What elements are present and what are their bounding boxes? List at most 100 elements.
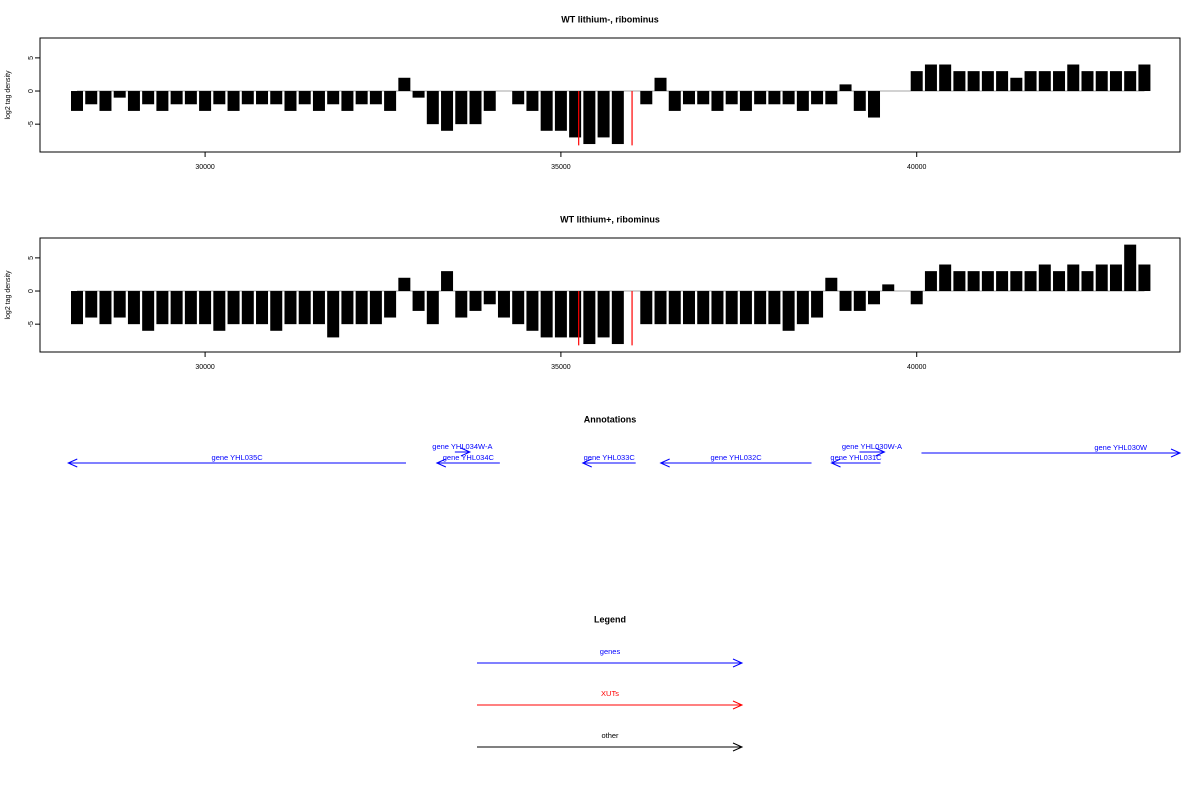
bar bbox=[1010, 271, 1023, 292]
legend-label: genes bbox=[600, 647, 621, 656]
gene-arrow-head bbox=[659, 458, 670, 468]
gene-arrow-head bbox=[875, 447, 886, 457]
bar bbox=[355, 291, 368, 325]
plot-frame bbox=[39, 37, 1181, 153]
bar bbox=[981, 271, 994, 292]
bar bbox=[184, 91, 197, 105]
legend-label: XUTs bbox=[601, 689, 619, 698]
gene-arrow-head bbox=[435, 458, 447, 468]
bar bbox=[640, 291, 653, 325]
bar bbox=[156, 291, 169, 325]
y-axis-label: log2 tag density bbox=[5, 70, 12, 120]
bar bbox=[725, 291, 738, 325]
bar bbox=[455, 91, 468, 125]
bar bbox=[825, 277, 838, 292]
legend-label: other bbox=[601, 731, 619, 740]
bar bbox=[924, 271, 937, 292]
bar bbox=[554, 91, 567, 131]
bar bbox=[668, 291, 681, 325]
bar bbox=[113, 291, 126, 318]
bar bbox=[711, 91, 724, 111]
bar bbox=[768, 91, 781, 105]
x-tick-label: 30000 bbox=[195, 164, 215, 171]
bar bbox=[654, 77, 667, 92]
bar bbox=[939, 64, 952, 92]
bar bbox=[583, 91, 596, 145]
x-tick-label: 40000 bbox=[907, 164, 927, 171]
bar bbox=[1138, 64, 1151, 92]
bar bbox=[682, 291, 695, 325]
bar bbox=[853, 291, 866, 311]
plot-frame bbox=[39, 237, 1181, 353]
bar bbox=[270, 91, 283, 105]
bar bbox=[811, 291, 824, 318]
y-tick-label: 5 bbox=[28, 256, 35, 260]
bar bbox=[526, 91, 539, 111]
bar bbox=[1081, 271, 1094, 292]
chart-title: WT lithium+, ribominus bbox=[560, 214, 660, 224]
bar bbox=[312, 91, 325, 111]
bar bbox=[156, 91, 169, 111]
bar bbox=[71, 91, 84, 111]
x-tick-label: 40000 bbox=[907, 364, 927, 371]
bar bbox=[853, 91, 866, 111]
gene-arrow-head bbox=[67, 458, 78, 468]
bar bbox=[127, 291, 140, 325]
bar bbox=[597, 91, 610, 138]
bar bbox=[426, 291, 439, 325]
gene-arrow-head bbox=[581, 458, 592, 468]
legend-title: Legend bbox=[594, 614, 626, 624]
bar bbox=[312, 291, 325, 325]
bar bbox=[99, 91, 112, 111]
bar bbox=[796, 91, 809, 111]
bar bbox=[497, 291, 510, 318]
bar bbox=[1095, 264, 1108, 292]
bar bbox=[1124, 71, 1137, 92]
bar bbox=[512, 291, 525, 325]
bar bbox=[142, 91, 155, 105]
gene-label: gene YHL034W-A bbox=[432, 442, 492, 451]
bar bbox=[1038, 71, 1051, 92]
bar bbox=[85, 291, 98, 318]
gene-arrow-head bbox=[460, 447, 472, 457]
bar bbox=[569, 291, 582, 338]
bar bbox=[284, 91, 297, 111]
bar bbox=[170, 91, 183, 105]
bar bbox=[540, 291, 553, 338]
bar bbox=[682, 91, 695, 105]
bar bbox=[839, 84, 852, 92]
bar bbox=[1010, 77, 1023, 92]
bar bbox=[1081, 71, 1094, 92]
y-tick-label: -5 bbox=[28, 121, 35, 127]
bar bbox=[554, 291, 567, 338]
bar bbox=[1067, 64, 1080, 92]
bar bbox=[1053, 271, 1066, 292]
legend-arrow-head bbox=[732, 700, 744, 710]
y-axis-label: log2 tag density bbox=[5, 270, 12, 320]
y-tick-label: -5 bbox=[28, 321, 35, 327]
gene-label: gene YHL030W-A bbox=[842, 442, 902, 451]
bar bbox=[868, 91, 881, 118]
gene-label: gene YHL035C bbox=[212, 453, 264, 462]
bar bbox=[341, 91, 354, 111]
bar bbox=[241, 291, 254, 325]
bar bbox=[597, 291, 610, 338]
bar bbox=[85, 91, 98, 105]
bar bbox=[882, 284, 895, 292]
bar bbox=[526, 291, 539, 331]
bar bbox=[241, 91, 254, 105]
bar bbox=[1109, 71, 1122, 92]
bar bbox=[412, 291, 425, 311]
bar bbox=[483, 291, 496, 305]
y-tick-label: 5 bbox=[28, 56, 35, 60]
bar bbox=[398, 77, 411, 92]
bar bbox=[811, 91, 824, 105]
bar bbox=[199, 91, 212, 111]
bar bbox=[981, 71, 994, 92]
bar bbox=[939, 264, 952, 292]
bar bbox=[270, 291, 283, 331]
bar bbox=[1095, 71, 1108, 92]
bar bbox=[782, 291, 795, 331]
bar bbox=[768, 291, 781, 325]
bar bbox=[967, 271, 980, 292]
